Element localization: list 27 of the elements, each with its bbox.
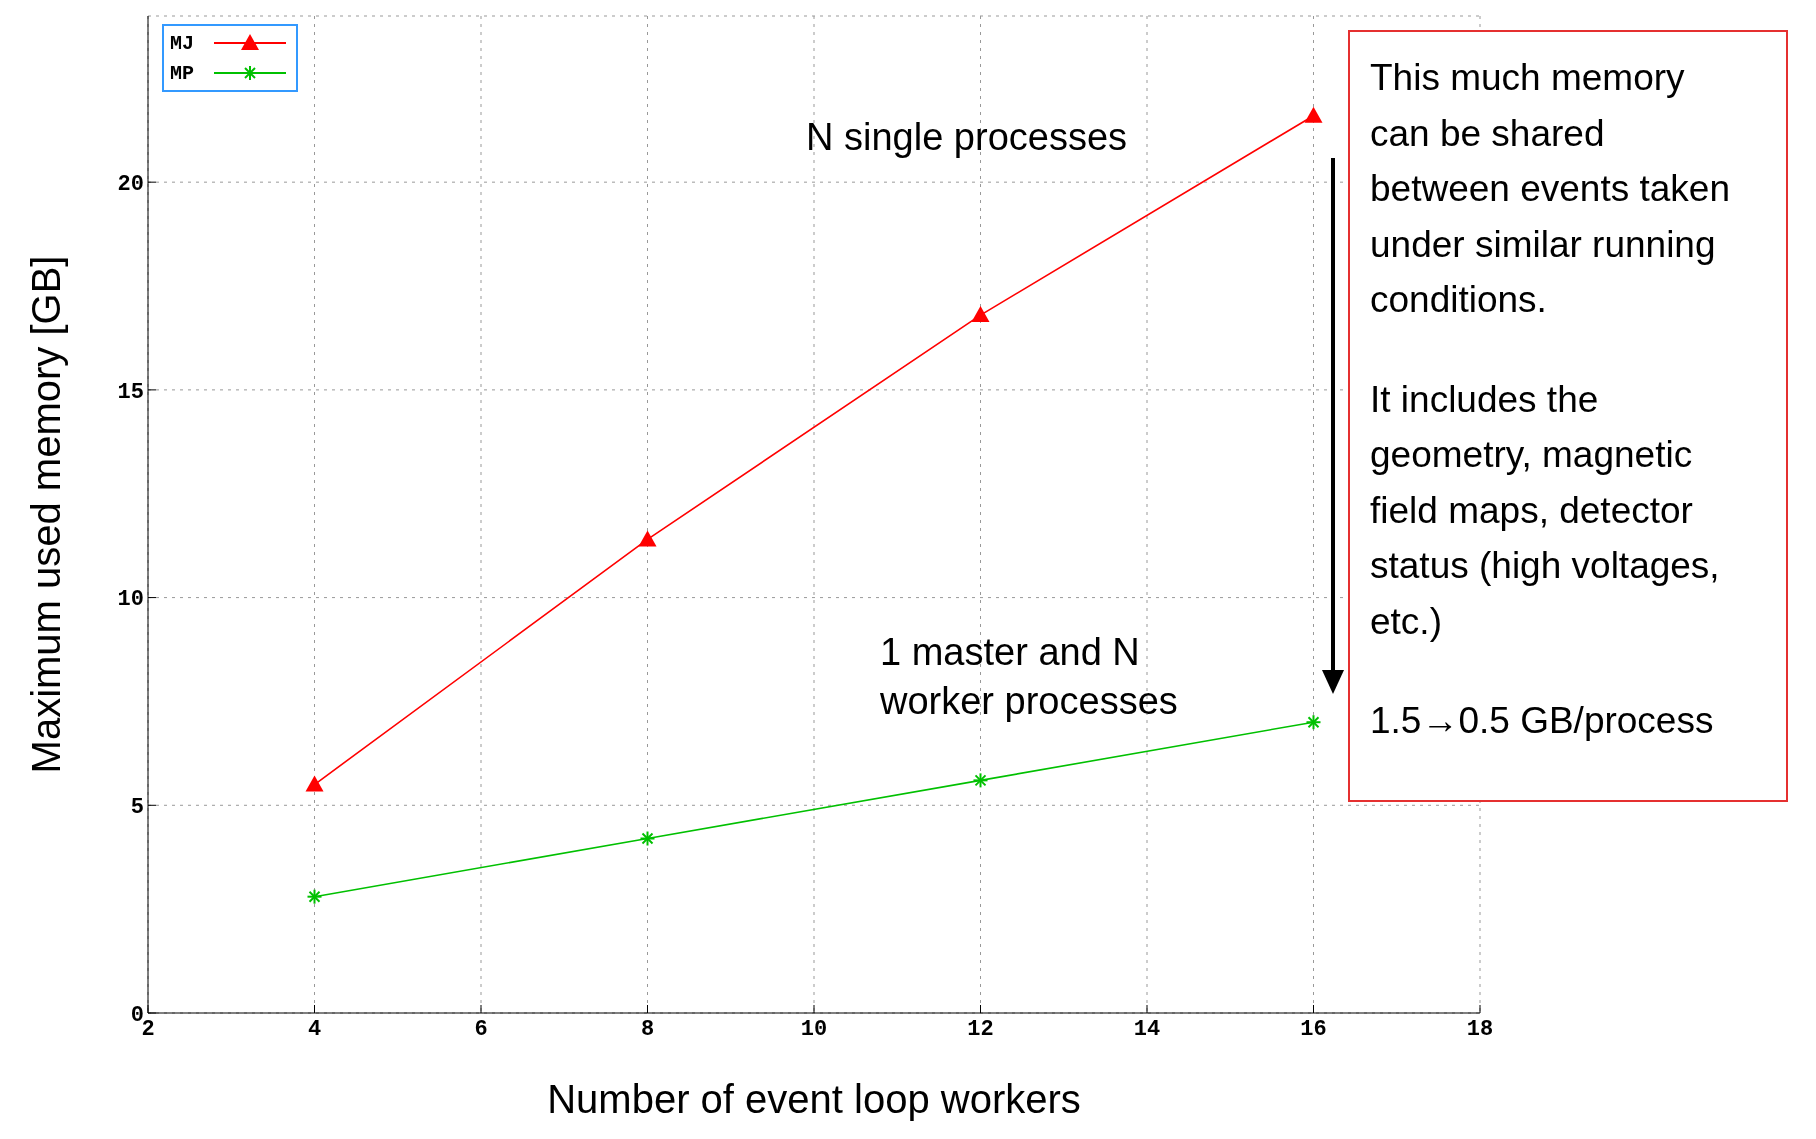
annotation: 1 master and N worker processes bbox=[880, 630, 1179, 725]
x-tick-label: 10 bbox=[800, 1016, 828, 1042]
annotation: It includes the geometry, magnetic field maps, detector status (high voltages, etc.) bbox=[1370, 377, 1721, 644]
x-axis-title: Number of event loop workers bbox=[547, 1077, 1081, 1121]
x-tick-label: 12 bbox=[967, 1016, 994, 1042]
x-tick-label: 4 bbox=[307, 1016, 322, 1042]
point bbox=[305, 775, 324, 792]
point bbox=[971, 306, 990, 323]
legend-label: MJ bbox=[170, 31, 195, 55]
x-tick-label: 8 bbox=[640, 1016, 655, 1042]
y-tick-label: 0 bbox=[130, 1002, 144, 1028]
x-tick-label: 16 bbox=[1300, 1016, 1327, 1042]
text-box: This much memory can be shared between events taken under similar running conditions. It includes the geometry, magnetic field maps, detector status (high voltages, etc.) 1.5→0.5 GB/process bbox=[1348, 30, 1788, 802]
point bbox=[1304, 106, 1323, 123]
point bbox=[638, 530, 657, 547]
annotation: N single processes bbox=[806, 116, 1128, 159]
y-axis-title: Maximum used memory [GB] bbox=[24, 255, 69, 774]
x-tick-label: 6 bbox=[474, 1016, 488, 1042]
annotation: This much memory can be shared between events taken under similar running conditions. bbox=[1370, 56, 1731, 322]
annotation: 1.5→0.5 GB/process bbox=[1370, 699, 1715, 743]
y-tick-label: 10 bbox=[117, 587, 144, 613]
y-tick-label: 5 bbox=[130, 795, 144, 821]
legend-label: MP bbox=[170, 61, 195, 85]
y-tick-label: 20 bbox=[117, 171, 144, 197]
x-tick-label: 18 bbox=[1466, 1016, 1494, 1042]
x-tick-label: 14 bbox=[1133, 1016, 1161, 1042]
y-tick-label: 15 bbox=[117, 379, 144, 405]
